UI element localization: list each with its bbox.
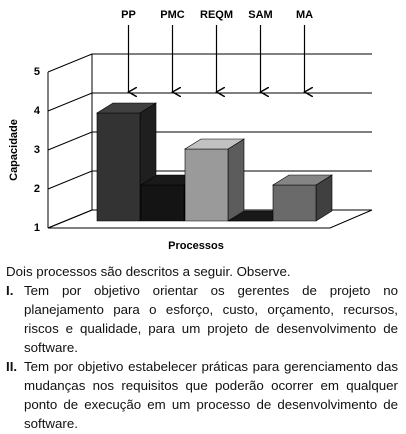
category-label: SAM: [248, 9, 272, 21]
y-tick-label: 5: [34, 66, 40, 78]
category-label: MA: [296, 9, 313, 21]
x-axis-label: Processos: [168, 240, 224, 252]
question: Dois processos são descritos a seguir. O…: [6, 262, 398, 433]
category-label: PP: [121, 9, 136, 21]
y-tick-label: 1: [34, 222, 40, 234]
grid-line: [47, 92, 372, 112]
bar: [183, 138, 246, 222]
bar-front: [272, 184, 317, 222]
y-tick-label: 3: [34, 144, 40, 156]
category-label: PMC: [160, 9, 185, 21]
bar-side: [227, 138, 245, 222]
category-label: REQM: [200, 9, 233, 21]
y-axis-label: Capacidade: [8, 119, 20, 181]
intro: Dois processos são descritos a seguir. O…: [6, 264, 291, 279]
bar-front: [140, 184, 185, 222]
bar-front: [184, 148, 229, 222]
bar-top: [95, 102, 158, 114]
bar: [271, 174, 334, 222]
marker: II.: [6, 359, 18, 374]
grid-line: [47, 170, 372, 190]
bar-front: [96, 112, 141, 222]
item: II. Tem por objetivo estabelecer práticas…: [6, 357, 398, 433]
item: I. Tem por objetivo orientar os gerentes …: [6, 281, 398, 357]
item-text: Tem por objetivo estabelecer práticas pa…: [24, 359, 398, 431]
y-tick-label: 4: [34, 105, 41, 117]
grid-line: [47, 53, 372, 73]
item-text: Tem por objetivo orientar os gerentes de…: [24, 283, 398, 355]
chart: Capacidade Processos 1 2 3 4 5 PP PMC REQM SAM MA: [8, 9, 373, 252]
marker: I.: [6, 283, 14, 298]
bar-top: [271, 174, 334, 186]
y-tick-label: 2: [34, 183, 40, 195]
bar-top: [183, 138, 246, 150]
grid-line: [47, 131, 372, 151]
bar: [95, 102, 158, 222]
